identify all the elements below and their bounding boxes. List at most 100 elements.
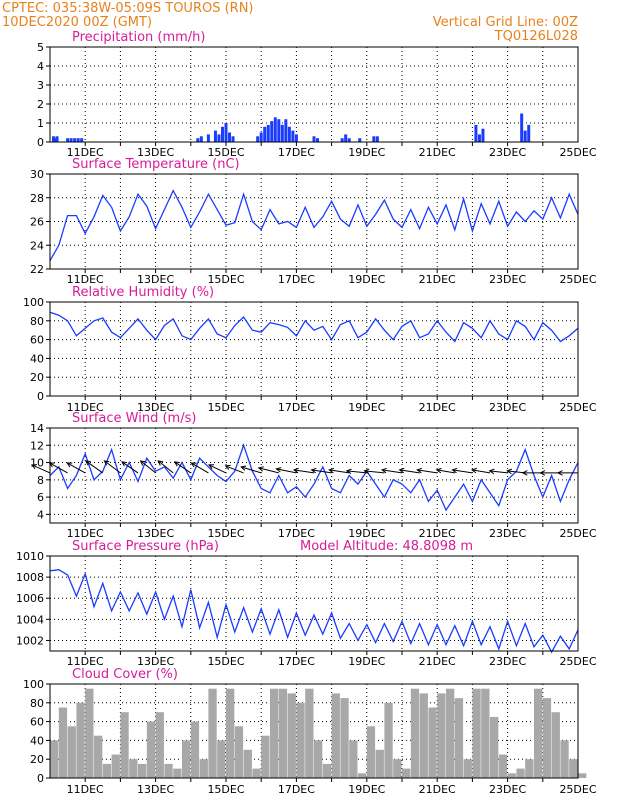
cloud-bar — [367, 726, 375, 778]
precip-bar — [295, 134, 298, 142]
x-tick-label: 17DEC — [278, 655, 315, 668]
x-tick-label: 15DEC — [207, 401, 244, 414]
x-tick-label: 19DEC — [348, 783, 385, 796]
cloud-bar — [411, 689, 419, 778]
cloud-bar — [560, 740, 568, 778]
x-tick-label: 25DEC — [559, 401, 596, 414]
cloud-bar — [59, 708, 67, 779]
cloud-bar — [50, 740, 58, 778]
cloud-bar — [428, 708, 436, 779]
x-tick-label: 23DEC — [489, 527, 526, 540]
cloud-bar — [252, 769, 260, 778]
cloud-bar — [261, 736, 269, 778]
header-model-code: TQ0126L028 — [494, 29, 578, 44]
x-tick-label: 21DEC — [419, 401, 456, 414]
cloud-bar — [552, 712, 560, 778]
wind-series-line — [50, 445, 578, 510]
x-tick-label: 19DEC — [348, 655, 385, 668]
precip-bar — [221, 127, 224, 142]
precip-bar — [316, 138, 319, 142]
cloud-bar — [288, 693, 296, 778]
cloud-bar — [129, 759, 137, 778]
header-date: 10DEC2020 00Z (GMT) — [2, 15, 152, 30]
panel-title-temp: Surface Temperature (nC) — [72, 157, 240, 172]
y-tick-label: 60 — [30, 334, 44, 347]
precip-bar — [274, 117, 277, 142]
cloud-bar — [481, 689, 489, 778]
precip-bar — [481, 129, 484, 142]
y-tick-label: 1 — [37, 117, 44, 130]
y-tick-label: 4 — [37, 60, 44, 73]
cloud-bar — [244, 750, 252, 778]
y-tick-label: 28 — [30, 192, 44, 205]
x-tick-label: 25DEC — [559, 527, 596, 540]
cloud-bar — [296, 703, 304, 778]
y-tick-label: 5 — [37, 41, 44, 54]
cloud-bar — [164, 764, 172, 778]
precip-bar — [344, 134, 347, 142]
y-tick-label: 60 — [30, 716, 44, 729]
precip-bar — [80, 138, 83, 142]
cloud-bar — [508, 773, 516, 778]
header-location: CPTEC: 035:38W-05:09S TOUROS (RN) — [2, 1, 254, 16]
y-tick-label: 100 — [23, 296, 44, 309]
y-tick-label: 24 — [30, 239, 44, 252]
y-tick-label: 20 — [30, 753, 44, 766]
x-tick-label: 25DEC — [559, 783, 596, 796]
y-tick-label: 4 — [37, 508, 44, 521]
precip-bar — [66, 138, 69, 142]
y-tick-label: 8 — [37, 474, 44, 487]
x-tick-label: 19DEC — [348, 146, 385, 159]
panel-pressure: Surface Pressure (hPa)Model Altitude: 48… — [16, 539, 597, 668]
cloud-bar — [323, 764, 331, 778]
panel-title-rh: Relative Humidity (%) — [72, 285, 214, 300]
precip-bar — [196, 138, 199, 142]
x-tick-label: 23DEC — [489, 401, 526, 414]
rh-series-line — [50, 312, 578, 341]
panel-frame — [50, 428, 578, 523]
panel-title-wind: Surface Wind (m/s) — [72, 411, 196, 426]
panel-frame — [50, 47, 578, 142]
cloud-bar — [112, 755, 120, 779]
x-tick-label: 23DEC — [489, 273, 526, 286]
cloud-bar — [235, 726, 243, 778]
x-tick-label: 17DEC — [278, 401, 315, 414]
x-tick-label: 19DEC — [348, 273, 385, 286]
cloud-bar — [402, 769, 410, 778]
cloud-bar — [472, 689, 480, 778]
y-tick-label: 1006 — [16, 592, 44, 605]
cloud-bar — [534, 689, 542, 778]
cloud-bar — [208, 689, 216, 778]
y-tick-label: 1008 — [16, 571, 44, 584]
cloud-bar — [191, 722, 199, 778]
pressure-series-line — [50, 570, 578, 652]
cloud-bar — [103, 764, 111, 778]
cloud-bar — [499, 755, 507, 779]
wind-arrow — [67, 463, 85, 473]
cloud-bar — [94, 736, 102, 778]
y-tick-label: 1010 — [16, 550, 44, 563]
precip-bar — [56, 136, 59, 142]
x-tick-label: 19DEC — [348, 401, 385, 414]
precip-bar — [281, 125, 284, 142]
cloud-bar — [173, 769, 181, 778]
precip-bar — [77, 138, 80, 142]
precip-bar — [260, 133, 263, 143]
cloud-bar — [358, 773, 366, 778]
precip-bar — [256, 136, 259, 142]
x-tick-label: 15DEC — [207, 783, 244, 796]
x-tick-label: 25DEC — [559, 655, 596, 668]
y-tick-label: 100 — [23, 678, 44, 691]
precip-bar — [474, 125, 477, 142]
panel-title-precip: Precipitation (mm/h) — [72, 30, 205, 45]
precip-bar — [270, 121, 273, 142]
precip-bar — [200, 136, 203, 142]
y-tick-label: 6 — [37, 491, 44, 504]
wind-arrow — [50, 463, 68, 473]
precip-bar — [341, 138, 344, 142]
y-tick-label: 0 — [37, 136, 44, 149]
y-tick-label: 22 — [30, 263, 44, 276]
